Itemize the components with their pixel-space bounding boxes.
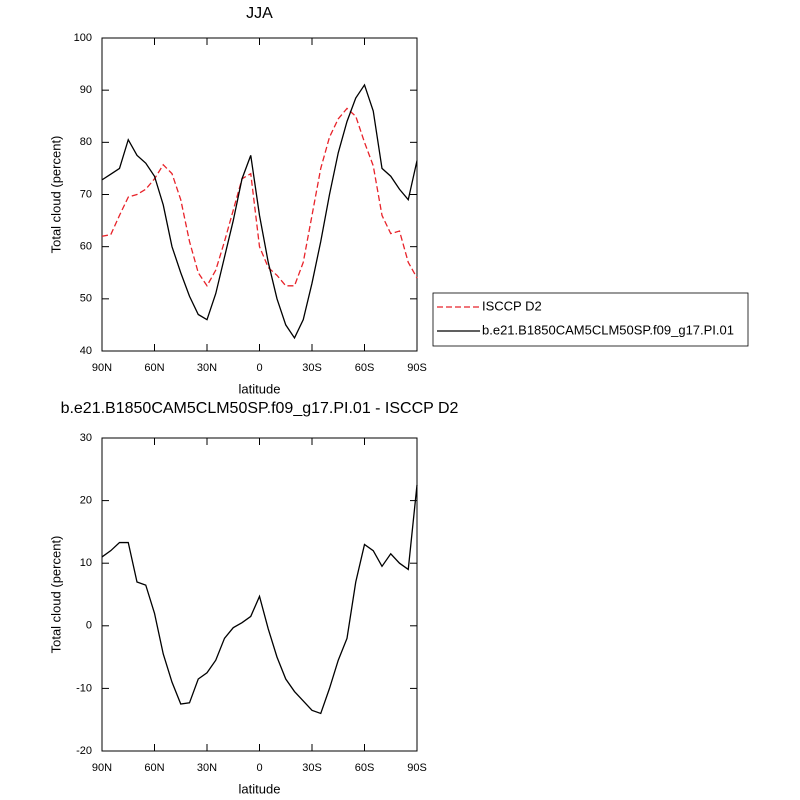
x-tick-label: 30N	[197, 762, 217, 774]
y-tick-label: 80	[80, 136, 92, 148]
y-tick-label: 50	[80, 293, 92, 305]
y-axis-label: Total cloud (percent)	[48, 136, 63, 254]
x-tick-label: 60S	[355, 362, 375, 374]
x-tick-label: 0	[256, 762, 262, 774]
legend-box	[432, 292, 749, 347]
legend-label: b.e21.B1850CAM5CLM50SP.f09_g17.PI.01	[482, 322, 734, 337]
y-tick-label: 40	[80, 345, 92, 357]
y-tick-label: 60	[80, 241, 92, 253]
y-tick-label: 20	[80, 495, 92, 507]
series-line	[101, 107, 418, 288]
y-tick-label: 100	[74, 32, 92, 44]
legend-label: ISCCP D2	[482, 298, 542, 313]
y-tick-label: -20	[76, 745, 92, 757]
x-tick-label: 90N	[92, 762, 112, 774]
x-tick-label: 60N	[144, 762, 164, 774]
y-tick-label: 90	[80, 84, 92, 96]
y-tick-label: -10	[76, 682, 92, 694]
y-tick-label: 0	[86, 620, 92, 632]
x-tick-label: 90S	[407, 762, 427, 774]
x-tick-label: 30S	[302, 762, 322, 774]
x-tick-label: 0	[256, 362, 262, 374]
y-tick-label: 70	[80, 188, 92, 200]
y-axis-label: Total cloud (percent)	[48, 536, 63, 654]
series-line	[101, 83, 418, 340]
x-axis-label: latitude	[239, 381, 281, 396]
x-tick-label: 60S	[355, 762, 375, 774]
x-tick-label: 30S	[302, 362, 322, 374]
x-tick-label: 90S	[407, 362, 427, 374]
chart-title: JJA	[246, 5, 273, 22]
series-line	[101, 484, 418, 715]
x-tick-label: 30N	[197, 362, 217, 374]
plot-frame	[101, 37, 418, 352]
x-tick-label: 90N	[92, 362, 112, 374]
y-tick-label: 30	[80, 432, 92, 444]
chart-title: b.e21.B1850CAM5CLM50SP.f09_g17.PI.01 - I…	[61, 400, 459, 417]
y-tick-label: 10	[80, 557, 92, 569]
x-axis-label: latitude	[239, 781, 281, 796]
x-tick-label: 60N	[144, 362, 164, 374]
